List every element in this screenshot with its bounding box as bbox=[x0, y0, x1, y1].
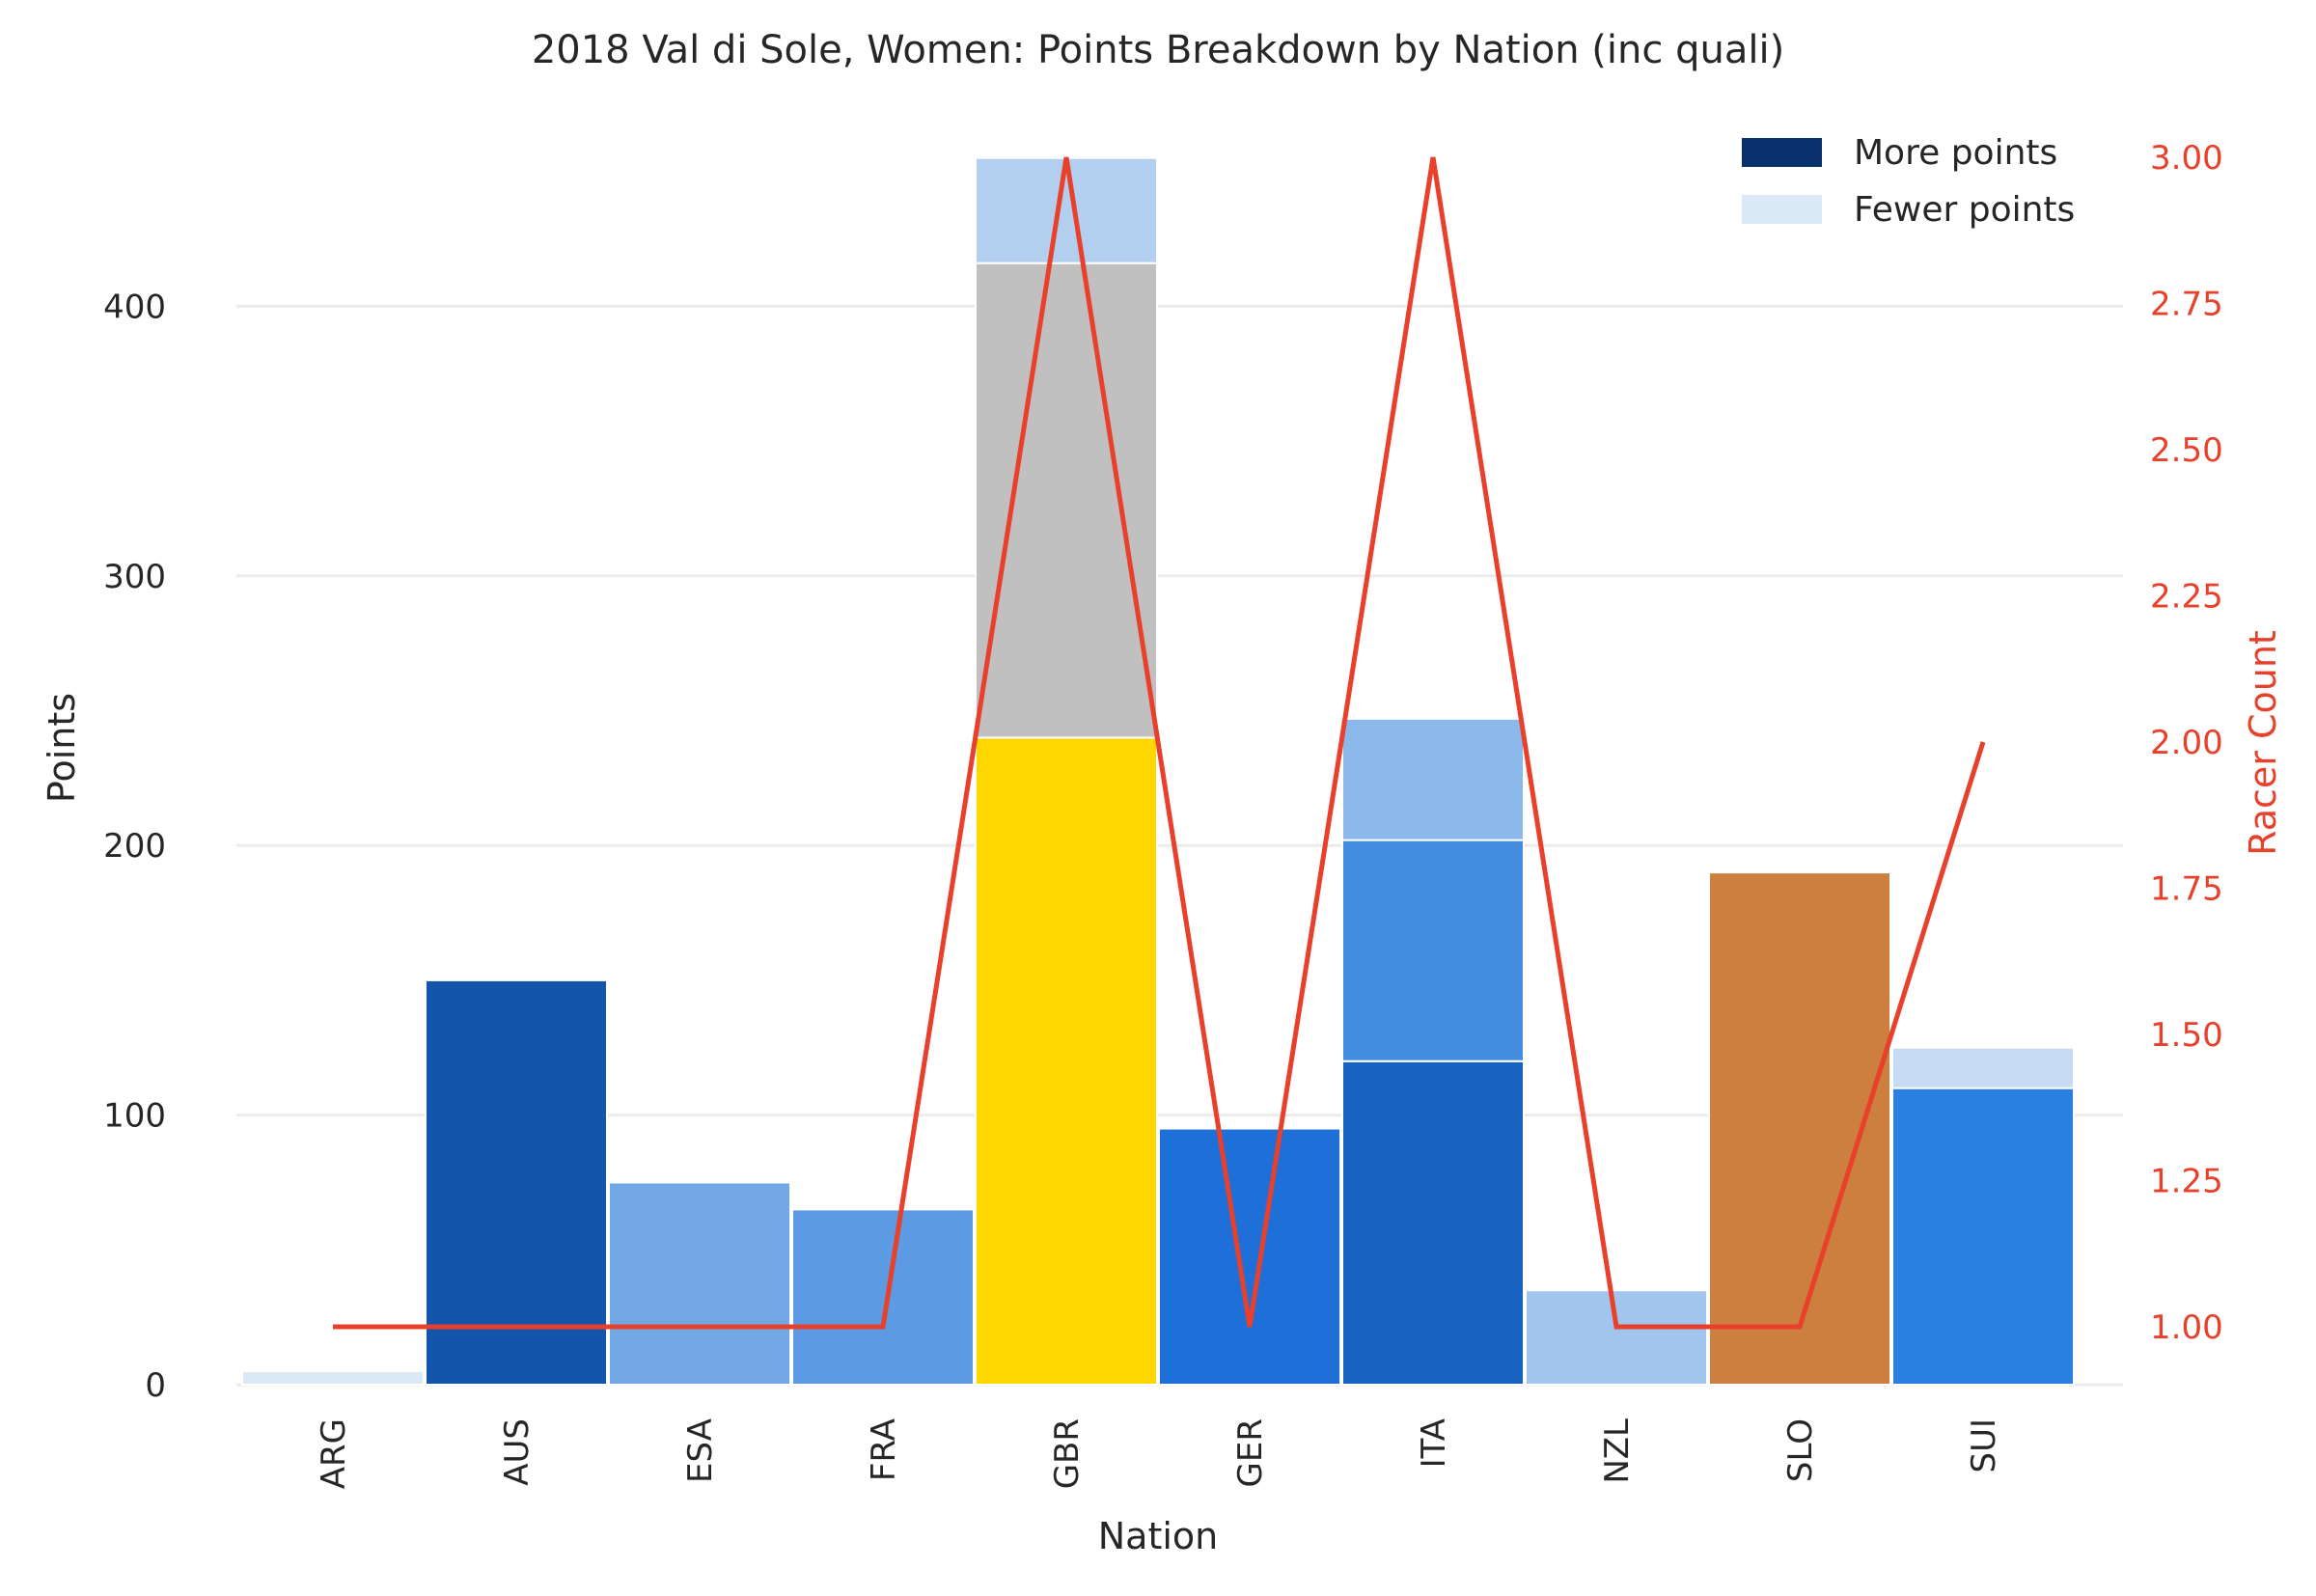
x-tick-label: GER bbox=[1231, 1418, 1270, 1487]
bar-segment bbox=[1525, 1289, 1708, 1386]
bar-segment bbox=[425, 978, 608, 1387]
x-tick-label: GBR bbox=[1048, 1418, 1087, 1489]
bar-segment bbox=[975, 736, 1158, 1386]
legend: More points Fewer points bbox=[1742, 133, 2075, 230]
y2-tick-label: 1.50 bbox=[2150, 1016, 2223, 1055]
x-tick-label: AUS bbox=[498, 1418, 537, 1486]
bar-segment bbox=[1341, 839, 1525, 1062]
x-tick-label: ESA bbox=[681, 1418, 720, 1483]
bar-segment bbox=[1891, 1046, 2075, 1089]
legend-label-more: More points bbox=[1854, 133, 2057, 173]
x-tick-label: SLO bbox=[1781, 1418, 1820, 1482]
y2-tick-label: 2.25 bbox=[2150, 578, 2223, 617]
y2-tick-label: 2.75 bbox=[2150, 286, 2223, 324]
chart-title: 2018 Val di Sole, Women: Points Breakdow… bbox=[532, 28, 1784, 72]
x-axis-ticks: ARG AUS ESA FRA GBR GER ITA NZL SLO SUI bbox=[315, 1418, 2003, 1489]
racer-count-line bbox=[333, 156, 1986, 1330]
y-axis-title: Points bbox=[41, 693, 83, 803]
x-tick-label: ITA bbox=[1415, 1418, 1453, 1468]
legend-label-fewer: Fewer points bbox=[1854, 190, 2075, 230]
legend-swatch-fewer bbox=[1742, 195, 1822, 224]
bar-segment bbox=[1158, 1127, 1341, 1386]
y2-tick-label: 1.75 bbox=[2150, 870, 2223, 909]
x-tick-label: ARG bbox=[315, 1418, 353, 1489]
y2-tick-label: 2.00 bbox=[2150, 724, 2223, 762]
y-tick-label: 400 bbox=[103, 288, 166, 326]
bar-segment bbox=[1341, 717, 1525, 841]
y2-tick-label: 1.00 bbox=[2150, 1308, 2223, 1347]
bar-segment bbox=[608, 1181, 791, 1386]
bar-segment bbox=[791, 1208, 975, 1387]
y2-axis-title: Racer Count bbox=[2242, 630, 2284, 856]
right-axis-ticks: 1.00 1.25 1.50 1.75 2.00 2.25 2.50 2.75 3.00 bbox=[2150, 139, 2223, 1347]
bar-segment bbox=[1341, 1059, 1525, 1386]
bar-segment bbox=[975, 156, 1158, 264]
y-tick-label: 0 bbox=[145, 1366, 166, 1405]
racer-count-series bbox=[333, 156, 1986, 1330]
y-tick-label: 100 bbox=[103, 1097, 166, 1136]
legend-swatch-more bbox=[1742, 138, 1822, 167]
y2-tick-label: 2.50 bbox=[2150, 431, 2223, 470]
x-tick-label: SUI bbox=[1965, 1418, 2003, 1473]
y2-tick-label: 1.25 bbox=[2150, 1163, 2223, 1201]
x-axis-title: Nation bbox=[1098, 1515, 1219, 1557]
x-tick-label: FRA bbox=[865, 1418, 903, 1481]
y2-tick-label: 3.00 bbox=[2150, 139, 2223, 178]
bar-segment bbox=[975, 261, 1158, 739]
bar-segment bbox=[1891, 1087, 2075, 1387]
x-tick-label: NZL bbox=[1598, 1418, 1637, 1484]
y-tick-label: 300 bbox=[103, 558, 166, 596]
y-tick-label: 200 bbox=[103, 827, 166, 866]
left-axis-ticks: 0 100 200 300 400 bbox=[103, 288, 166, 1405]
bar-segment bbox=[241, 1370, 425, 1387]
bars bbox=[241, 156, 2075, 1387]
